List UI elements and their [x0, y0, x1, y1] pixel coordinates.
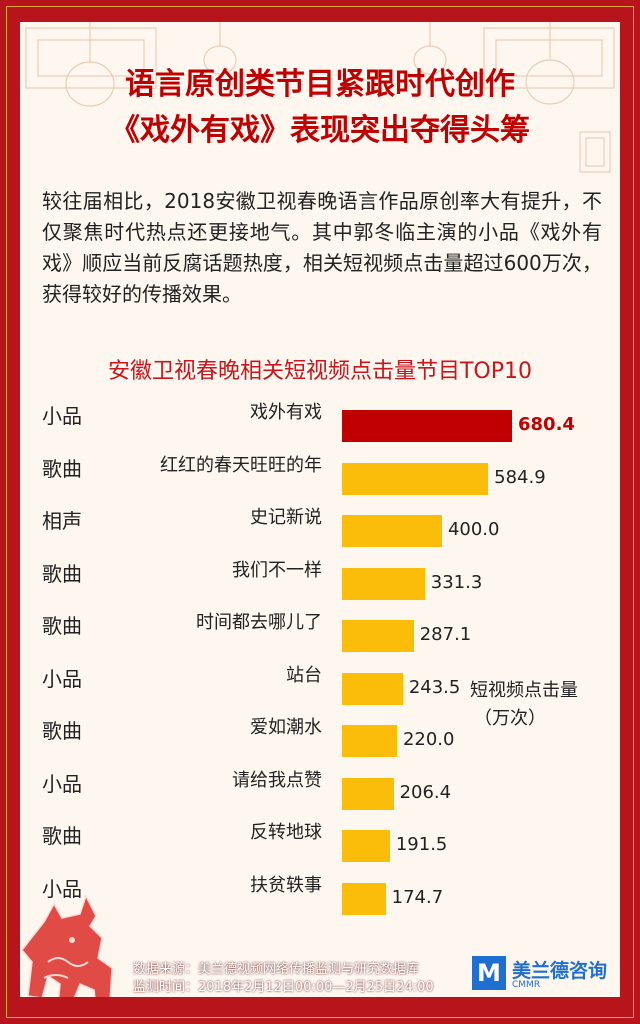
value-label: 220.0 [402, 729, 455, 750]
program-label: 红红的春天旺旺的年 [160, 454, 322, 476]
category-label: 小品 [42, 771, 82, 796]
category-label: 歌曲 [42, 561, 82, 586]
page-title-line2: 《戏外有戏》表现突出夺得头筹 [110, 113, 530, 148]
category-label: 歌曲 [42, 824, 82, 848]
logo-mark: M [472, 956, 506, 990]
chart-row: 歌曲 爱如潮水 220.0 [20, 709, 620, 761]
dog-papercut-icon [21, 894, 113, 997]
lantern-decoration [25, 22, 615, 173]
value-label: 243.5 [408, 676, 461, 698]
value-label: 400.0 [447, 519, 500, 540]
bar [342, 567, 425, 600]
value-label: 191.5 [395, 834, 448, 855]
category-label: 歌曲 [42, 719, 82, 743]
program-label: 时间都去哪儿了 [196, 612, 322, 633]
category-label: 歌曲 [42, 456, 82, 481]
unit-label-line2: （万次） [474, 708, 546, 729]
program-label: 反转地球 [250, 822, 322, 843]
chart-row: 相声 史记新说 400.0 [20, 499, 620, 551]
program-label: 爱如潮水 [250, 717, 322, 738]
footer-period-line: 监测时间：2018年2月12日00:00—2月25日24:00 [133, 980, 434, 995]
category-label: 小品 [42, 876, 82, 901]
bar [342, 777, 394, 810]
chart-row: 歌曲 红红的春天旺旺的年 584.9 [20, 447, 620, 499]
program-label: 我们不一样 [232, 559, 322, 581]
company-logo: M 美兰德咨询 CMMR [472, 956, 620, 996]
bar [342, 462, 489, 495]
value-label: 331.3 [430, 571, 483, 593]
logo-tag: CMMR [512, 980, 541, 990]
chart-row: 歌曲 反转地球 191.5 [20, 814, 620, 866]
bar [342, 725, 397, 757]
category-label: 歌曲 [42, 614, 82, 638]
unit-label: 短视频点击量 （万次） [470, 677, 620, 733]
program-label: 戏外有戏 [250, 402, 322, 423]
value-label: 206.4 [399, 781, 452, 803]
value-label: 680.4 [518, 414, 575, 435]
chart-row: 小品 戏外有戏 680.4 [20, 394, 620, 446]
bar [342, 620, 414, 652]
chart-row: 小品 站台 243.5 [20, 657, 620, 709]
value-label: 584.9 [494, 466, 546, 488]
category-label: 小品 [42, 666, 82, 691]
value-label: 287.1 [419, 624, 472, 645]
category-label: 小品 [42, 404, 82, 428]
program-label: 史记新说 [250, 507, 322, 528]
content-panel: 语言原创类节目紧跟时代创作 《戏外有戏》表现突出夺得头筹 较往届相比，2018安… [20, 22, 620, 997]
page-title-line1: 语言原创类节目紧跟时代创作 [125, 67, 515, 102]
bar [342, 882, 386, 915]
program-label: 站台 [286, 664, 322, 686]
category-label: 相声 [42, 509, 82, 533]
program-label: 请给我点赞 [232, 769, 322, 791]
chart-title: 安徽卫视春晚相关短视频点击量节目TOP10 [107, 359, 533, 384]
unit-label-line1: 短视频点击量 [470, 680, 578, 701]
bar [342, 410, 512, 442]
chart-row: 小品 扶贫轶事 174.7 [20, 867, 620, 919]
bar [342, 830, 390, 862]
bar [342, 515, 442, 547]
intro-paragraph: 较往届相比，2018安徽卫视春晚语言作品原创率大有提升，不仅聚焦时代热点还更接地… [42, 189, 602, 306]
footer-source-line: 数据来源：美兰德视频网络传播监测与研究数据库 [133, 962, 420, 977]
program-label: 扶贫轶事 [250, 874, 322, 896]
chart-row: 歌曲 时间都去哪儿了 287.1 [20, 604, 620, 656]
chart-row: 小品 请给我点赞 206.4 [20, 762, 620, 814]
footer-source: 数据来源：美兰德视频网络传播监测与研究数据库 监测时间：2018年2月12日00… [133, 961, 434, 997]
value-label: 174.7 [391, 886, 444, 908]
bar [342, 672, 403, 705]
logo-name: 美兰德咨询 [512, 960, 608, 982]
chart-row: 歌曲 我们不一样 331.3 [20, 552, 620, 604]
